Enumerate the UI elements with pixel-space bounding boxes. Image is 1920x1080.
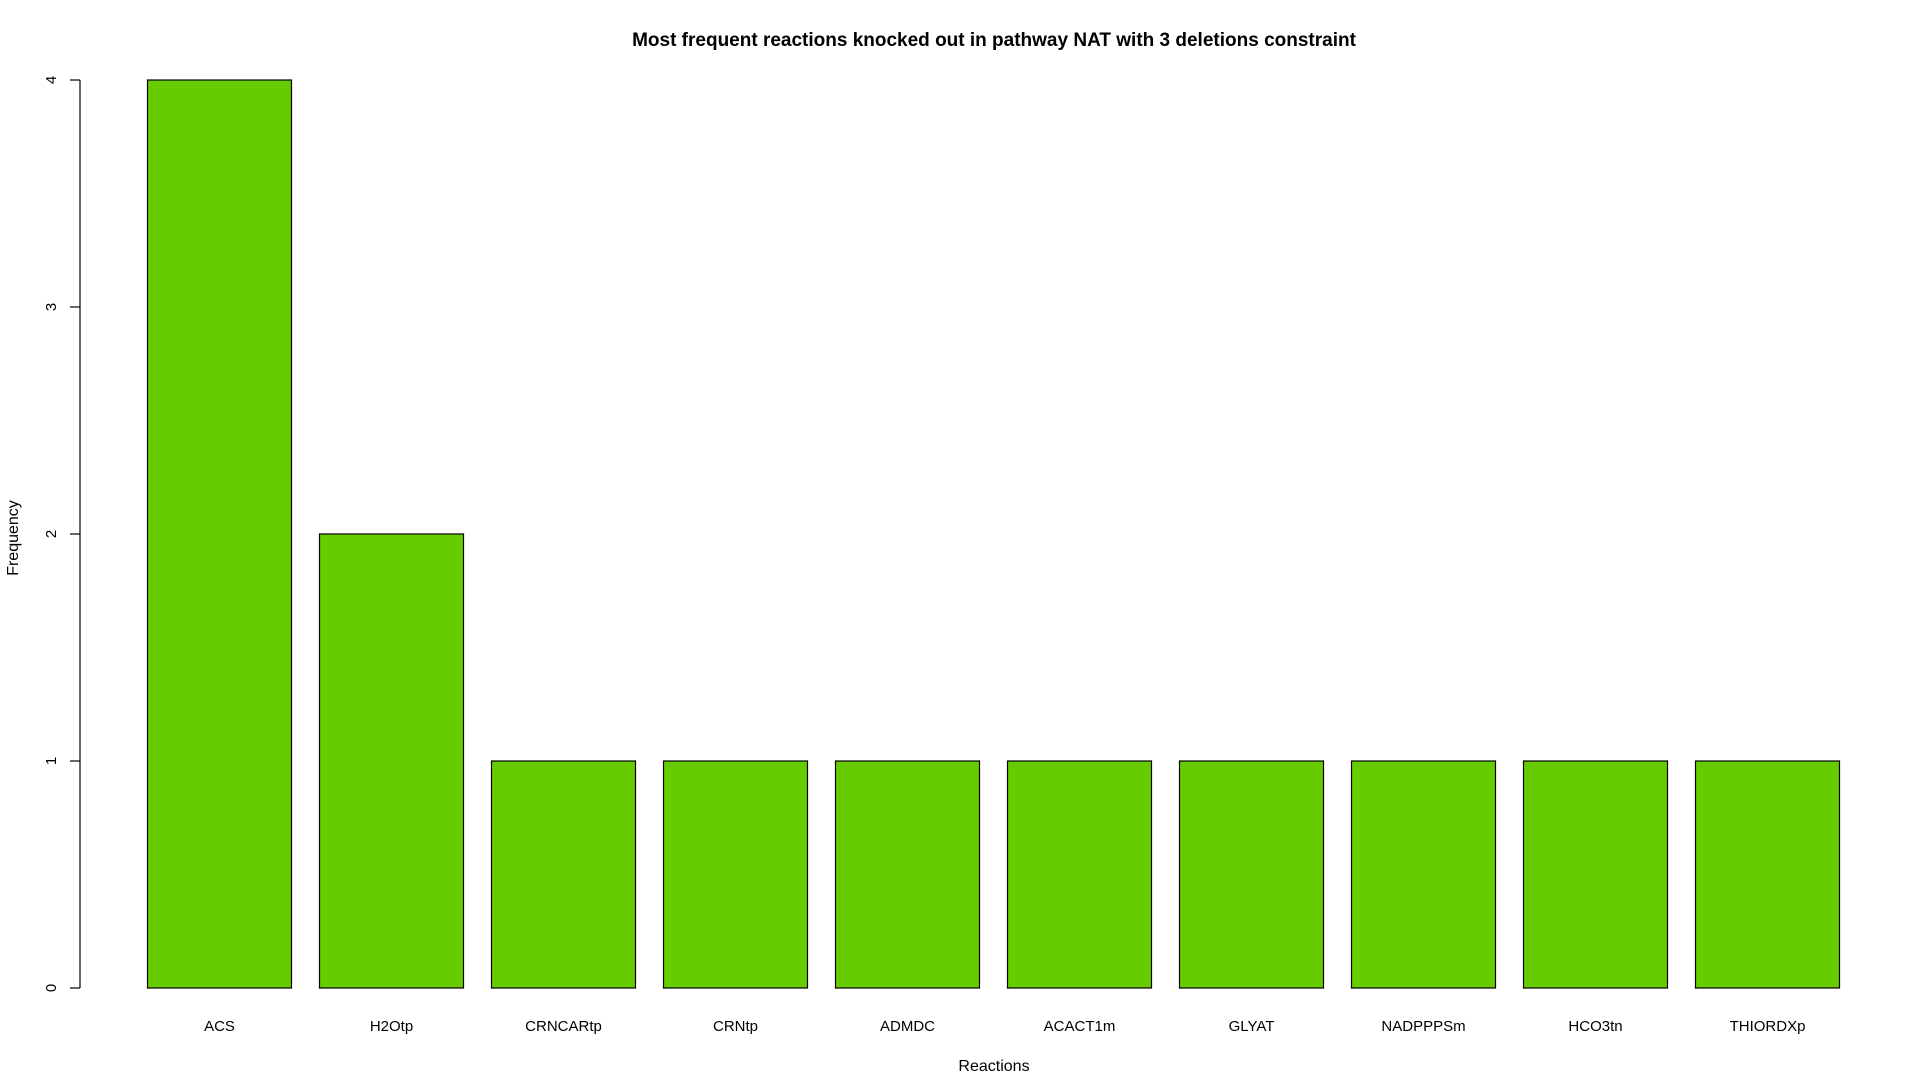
x-tick-label: NADPPPSm (1381, 1018, 1465, 1035)
x-tick-label: ADMDC (880, 1018, 935, 1035)
x-tick-labels: ACS H2Otp CRNCARtp CRNtp ADMDC ACACT1m GLYAT NA… (204, 1018, 1805, 1035)
x-tick-label: CRNCARtp (525, 1018, 602, 1035)
y-tick-label: 1 (43, 757, 60, 765)
x-tick-label: ACS (204, 1018, 235, 1035)
x-tick-label: THIORDXp (1730, 1018, 1806, 1035)
y-tick-label: 3 (43, 303, 60, 311)
bar-admdc (834, 760, 981, 989)
x-tick-label: GLYAT (1229, 1018, 1275, 1035)
x-tick-label: ACACT1m (1044, 1018, 1116, 1035)
bar-hco3tn (1522, 760, 1669, 989)
y-axis-label: Frequency (5, 500, 22, 576)
x-tick-label: CRNtp (713, 1018, 758, 1035)
y-tick-label: 0 (43, 984, 60, 992)
y-tick-label: 2 (43, 530, 60, 538)
bar-nadpppsm (1350, 760, 1497, 989)
bar-h2otp (318, 533, 465, 989)
y-tick-label: 4 (43, 76, 60, 84)
bars (146, 79, 1841, 989)
x-axis-label: Reactions (958, 1058, 1029, 1075)
x-tick-label: HCO3tn (1568, 1018, 1622, 1035)
bar-acs (146, 79, 293, 989)
bar-crntp (662, 760, 809, 989)
bar-crncartp (490, 760, 637, 989)
x-tick-label: H2Otp (370, 1018, 413, 1035)
bar-glyat (1178, 760, 1325, 989)
bar-acact1m (1006, 760, 1153, 989)
chart-title: Most frequent reactions knocked out in p… (632, 30, 1357, 51)
bar-thiordxp (1694, 760, 1841, 989)
y-axis: 0 1 2 3 4 (43, 76, 81, 992)
